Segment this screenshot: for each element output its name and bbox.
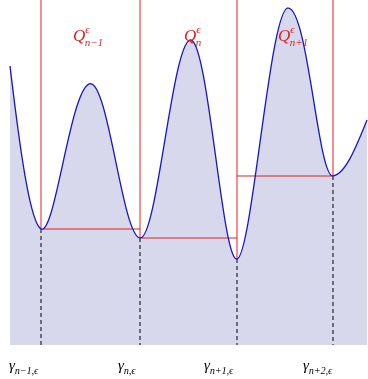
minimum-label-sub: n,ϵ xyxy=(124,366,137,377)
minimum-label-sub: n−1,ϵ xyxy=(15,366,39,377)
minimum-label-main: γ xyxy=(118,358,125,374)
box-label-sub: n−1 xyxy=(85,37,103,49)
box-label-sub: n+1 xyxy=(290,37,308,49)
minimum-label-sub: n+1,ϵ xyxy=(210,366,234,377)
box-label-n-minus-1: Qϵ n−1 xyxy=(73,24,103,49)
box-label-main: Q xyxy=(73,26,85,45)
box-label-n-plus-1: Qϵ n+1 xyxy=(278,24,308,49)
minimum-label-1: γn−1,ϵ xyxy=(9,358,39,377)
minimum-label-main: γ xyxy=(9,358,16,374)
shaded-area xyxy=(10,8,367,345)
box-label-main: Q xyxy=(278,26,290,45)
minimum-label-main: γ xyxy=(204,358,211,374)
potential-curve xyxy=(9,7,368,260)
box-label-sup: ϵ xyxy=(85,24,90,36)
box-label-sub: n xyxy=(196,37,202,49)
box-label-sup: ϵ xyxy=(290,24,295,36)
box-label-main: Q xyxy=(184,26,196,45)
minimum-label-sub: n+2,ϵ xyxy=(309,366,333,377)
minimum-label-2: γn,ϵ xyxy=(118,358,136,377)
minimum-label-4: γn+2,ϵ xyxy=(303,358,333,377)
minimum-label-3: γn+1,ϵ xyxy=(204,358,234,377)
box-label-sup: ϵ xyxy=(196,24,201,36)
minimum-label-main: γ xyxy=(303,358,310,374)
box-label-n: Qϵ n xyxy=(184,24,202,49)
